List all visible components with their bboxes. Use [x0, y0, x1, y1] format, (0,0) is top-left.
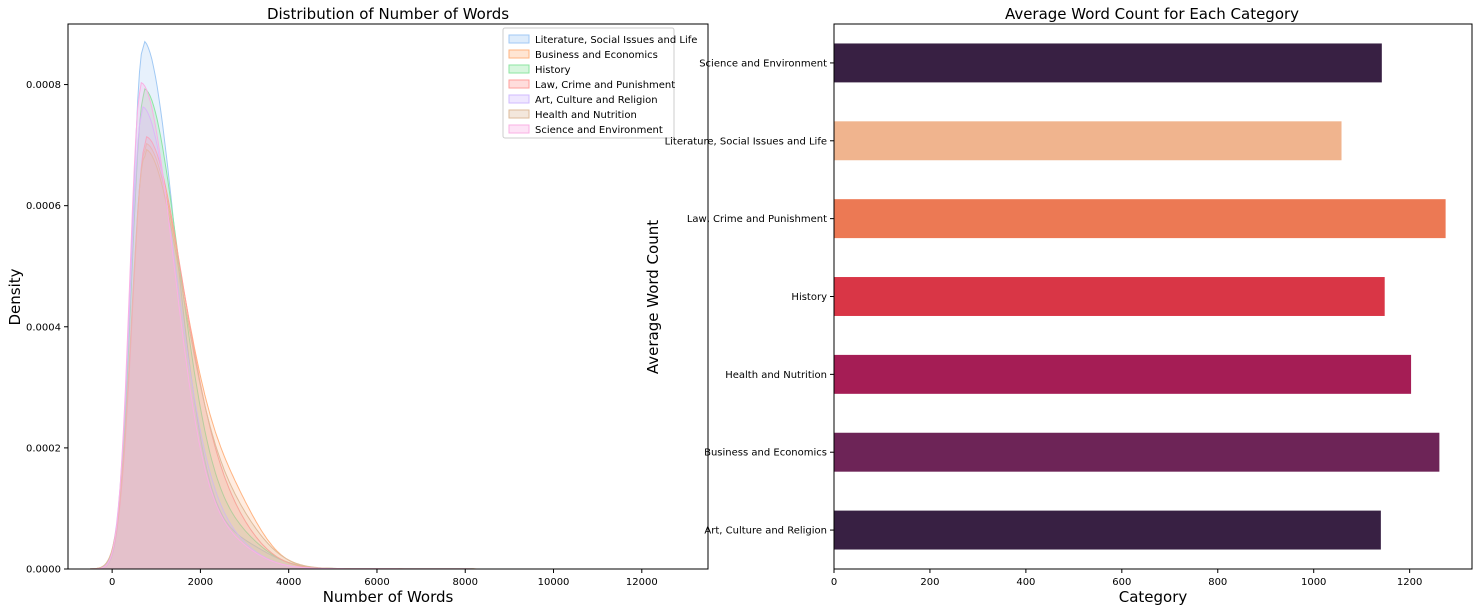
kde-x-axis: 0 2000 4000 6000 8000 10000 12000: [109, 569, 658, 588]
kde-x-tick-label: 0: [109, 577, 115, 588]
kde-legend-swatch-science-and-environment: [508, 124, 530, 134]
kde-legend-swatch-law-crime-and-punishment: [508, 79, 530, 89]
bar-science-and-environment: [834, 43, 1382, 83]
kde-x-tick-label: 4000: [276, 577, 301, 588]
kde-legend-label-health-and-nutrition: Health and Nutrition: [535, 110, 637, 121]
bar-business-and-economics: [834, 432, 1440, 472]
bar-y-axis: Science and Environment Literature, Socia…: [665, 58, 834, 537]
kde-legend: Literature, Social Issues and Life Busine…: [502, 27, 697, 139]
bar-x-tick-label: 400: [1016, 577, 1035, 588]
kde-legend-label-business-and-economics: Business and Economics: [535, 50, 658, 61]
kde-legend-swatch-literature-social-issues-and-life: [508, 34, 530, 44]
bar-y-tick-label: Law, Crime and Punishment: [687, 214, 827, 225]
kde-x-tick-label: 8000: [453, 577, 478, 588]
bar-y-tick-label: History: [791, 292, 827, 303]
kde-area-law-crime-and-punishment: [90, 136, 682, 570]
bar-x-tick-label: 200: [920, 577, 939, 588]
kde-plot-frame: [67, 23, 709, 570]
bar-y-tick-label: Business and Economics: [704, 448, 827, 459]
bar-health-and-nutrition: [834, 354, 1412, 394]
bar-x-tick-label: 0: [831, 577, 837, 588]
kde-legend-label-literature-social-issues-and-life: Literature, Social Issues and Life: [535, 35, 697, 46]
kde-x-tick-label: 10000: [538, 577, 570, 588]
bar-y-tick-label: Literature, Social Issues and Life: [665, 136, 827, 147]
bar-y-tick-label: Science and Environment: [699, 58, 827, 69]
bar-literature-social-issues-and-life: [834, 121, 1342, 161]
kde-x-tick-label: 6000: [364, 577, 389, 588]
bar-x-axis-label: Category: [1119, 588, 1188, 606]
kde-legend-swatch-business-and-economics: [508, 49, 530, 59]
bar-series-group: [834, 43, 1446, 550]
kde-legend-label-history: History: [535, 65, 571, 76]
kde-legend-box: [502, 27, 675, 139]
kde-chart: Distribution of Number of Words 0 2000 400…: [6, 5, 709, 606]
bar-x-tick-label: 600: [1112, 577, 1131, 588]
bar-chart: Average Word Count for Each Category 0 20…: [644, 5, 1473, 606]
bar-y-tick-label: Health and Nutrition: [725, 370, 827, 381]
kde-area-art-culture-and-religion: [90, 106, 682, 570]
kde-y-tick-label: 0.0006: [26, 201, 61, 212]
bar-x-tick-label: 1200: [1397, 577, 1422, 588]
bar-x-tick-label: 800: [1208, 577, 1227, 588]
kde-y-tick-label: 0.0008: [26, 80, 61, 91]
bar-x-tick-label: 1000: [1301, 577, 1326, 588]
kde-x-axis-label: Number of Words: [323, 588, 454, 606]
bar-y-tick-label: Art, Culture and Religion: [704, 526, 827, 537]
kde-x-tick-label: 2000: [188, 577, 213, 588]
kde-y-tick-label: 0.0004: [26, 322, 61, 333]
kde-legend-swatch-art-culture-and-religion: [508, 94, 530, 104]
bar-law-crime-and-punishment: [834, 199, 1446, 239]
kde-area-health-and-nutrition: [90, 149, 682, 569]
kde-legend-label-science-and-environment: Science and Environment: [535, 125, 663, 136]
kde-area-history: [90, 89, 682, 569]
kde-legend-swatch-history: [508, 64, 530, 74]
bar-x-axis: 0 200 400 600 800 1000 1200: [831, 569, 1422, 588]
kde-area-business-and-economics: [90, 143, 682, 569]
bar-chart-title: Average Word Count for Each Category: [1005, 5, 1299, 23]
bar-history: [834, 277, 1385, 316]
kde-y-tick-label: 0.0002: [26, 443, 61, 454]
kde-y-axis-label: Density: [6, 268, 24, 325]
kde-y-tick-label: 0.0000: [26, 565, 61, 576]
kde-legend-swatch-health-and-nutrition: [508, 109, 530, 119]
kde-legend-label-law-crime-and-punishment: Law, Crime and Punishment: [535, 80, 675, 91]
kde-x-tick-label: 12000: [626, 577, 658, 588]
kde-y-axis: 0.0000 0.0002 0.0004 0.0006 0.0008: [26, 80, 68, 576]
kde-legend-label-art-culture-and-religion: Art, Culture and Religion: [535, 95, 658, 106]
kde-area-science-and-environment: [90, 82, 682, 569]
bar-y-axis-label: Average Word Count: [644, 220, 662, 374]
bar-art-culture-and-religion: [834, 510, 1381, 550]
kde-chart-title: Distribution of Number of Words: [267, 5, 509, 23]
